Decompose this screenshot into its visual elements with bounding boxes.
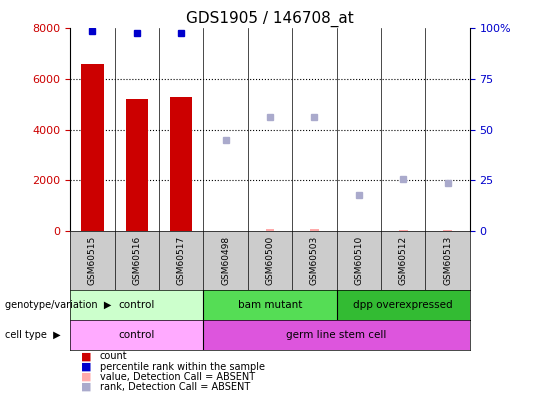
Text: cell type  ▶: cell type ▶: [5, 330, 61, 340]
Text: GSM60516: GSM60516: [132, 236, 141, 285]
Bar: [399, 230, 408, 231]
Text: ■: ■: [81, 382, 91, 392]
Bar: [70, 290, 204, 320]
Text: germ line stem cell: germ line stem cell: [286, 330, 387, 340]
Bar: [266, 229, 274, 231]
Text: dpp overexpressed: dpp overexpressed: [353, 300, 453, 310]
Bar: [310, 229, 319, 231]
Text: GSM60498: GSM60498: [221, 236, 230, 285]
Text: bam mutant: bam mutant: [238, 300, 302, 310]
Text: GSM60503: GSM60503: [310, 236, 319, 285]
Bar: [82, 64, 104, 231]
Text: GSM60515: GSM60515: [88, 236, 97, 285]
Text: ■: ■: [81, 372, 91, 382]
Text: control: control: [119, 300, 155, 310]
Text: percentile rank within the sample: percentile rank within the sample: [100, 362, 265, 371]
Text: GSM60512: GSM60512: [399, 236, 408, 285]
Bar: [204, 320, 470, 350]
Bar: [170, 97, 192, 231]
Text: GSM60510: GSM60510: [354, 236, 363, 285]
Text: GSM60513: GSM60513: [443, 236, 452, 285]
Text: GSM60500: GSM60500: [266, 236, 274, 285]
Text: value, Detection Call = ABSENT: value, Detection Call = ABSENT: [100, 372, 255, 382]
Bar: [443, 230, 452, 231]
Text: ■: ■: [81, 352, 91, 361]
Bar: [70, 320, 204, 350]
Title: GDS1905 / 146708_at: GDS1905 / 146708_at: [186, 11, 354, 27]
Text: control: control: [119, 330, 155, 340]
Text: GSM60517: GSM60517: [177, 236, 186, 285]
Text: ■: ■: [81, 362, 91, 371]
Text: count: count: [100, 352, 127, 361]
Text: rank, Detection Call = ABSENT: rank, Detection Call = ABSENT: [100, 382, 250, 392]
Bar: [126, 99, 148, 231]
Text: genotype/variation  ▶: genotype/variation ▶: [5, 300, 112, 310]
Bar: [336, 290, 470, 320]
Bar: [204, 290, 336, 320]
